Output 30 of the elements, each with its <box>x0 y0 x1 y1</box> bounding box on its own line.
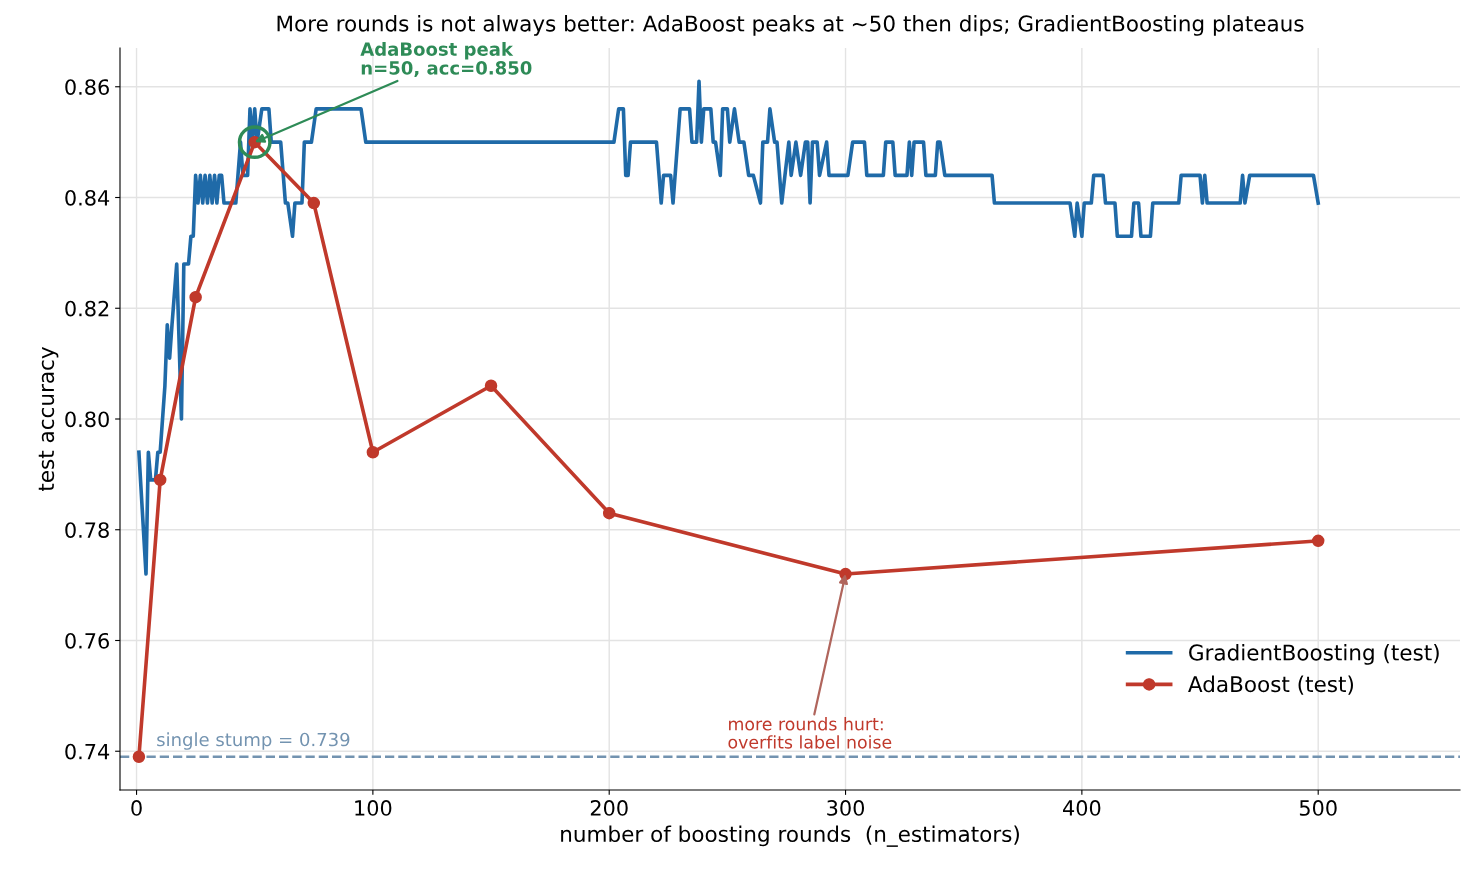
x-tick-label: 300 <box>827 800 865 816</box>
point <box>307 196 321 210</box>
point <box>153 473 167 487</box>
y-tick-label: 0.80 <box>65 411 109 428</box>
y-axis-title: test accuracy <box>38 346 59 492</box>
line-series <box>137 79 1321 576</box>
y-tick-label: 0.74 <box>65 743 110 760</box>
legend-label: GradientBoosting (test) <box>1189 643 1439 665</box>
chart-title: More rounds is not always better: AdaBoost peaks at ~50 then dips; GradientBoosting plateaus <box>277 14 1304 36</box>
point <box>366 445 380 459</box>
annotation: AdaBoost peak n=50, acc=0.850 <box>360 41 532 78</box>
y-tick-label: 0.84 <box>65 189 110 206</box>
y-tick-label: 0.82 <box>65 300 109 317</box>
point <box>189 290 202 304</box>
x-tick-label: 400 <box>1063 800 1101 816</box>
y-tick-label: 0.76 <box>65 632 109 649</box>
point <box>484 379 498 393</box>
y-tick-label: 0.78 <box>65 522 109 538</box>
x-tick-label: 0 <box>131 800 142 816</box>
x-axis-title: number of boosting rounds (n_estimators) <box>561 825 1019 847</box>
point <box>1311 534 1325 548</box>
y-tick-label: 0.86 <box>65 79 109 95</box>
x-tick-label: 200 <box>590 800 628 816</box>
point <box>602 506 616 520</box>
x-tick-label: 500 <box>1299 800 1337 816</box>
legend-label: AdaBoost (test) <box>1188 675 1353 695</box>
x-tick-label: 100 <box>355 800 392 816</box>
ref-line-label: single stump = 0.739 <box>157 732 350 750</box>
point <box>132 750 146 764</box>
annotation: more rounds hurt: overfits label noise <box>728 717 892 749</box>
